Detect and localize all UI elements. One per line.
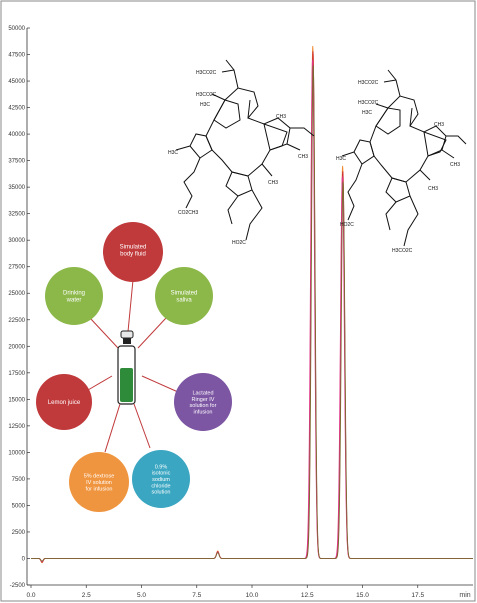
label-right-1: H3CO2C	[358, 80, 379, 86]
y-tick-label: 7500	[12, 477, 26, 483]
label-left-9: HO2C	[232, 240, 246, 246]
label-left-1: H3CO2C	[196, 70, 217, 76]
connector-line	[87, 375, 113, 391]
y-tick-label: 47500	[8, 53, 25, 59]
bubble-label: Simulated saliva	[171, 291, 198, 304]
bubble-label: 5% dextrose IV solution for infusion	[84, 474, 115, 493]
label-left-8: CO2CH3	[178, 210, 199, 216]
x-tick-label: 17.5	[411, 592, 424, 599]
label-right-6: CH3	[450, 162, 460, 168]
bubble-label: 0.9% isotonic sodium chloride solution	[151, 464, 170, 495]
label-left-4: CH3	[276, 114, 286, 120]
label-right-4: CH3	[434, 122, 444, 128]
substituents-right	[341, 69, 467, 247]
bubble-label: Lactated Ringer IV solution for infusion	[190, 391, 217, 416]
y-tick-label: 35000	[8, 185, 25, 191]
y-tick-label: 30000	[8, 238, 25, 244]
ring-d-right	[353, 139, 375, 165]
chromatogram-traces	[31, 46, 473, 564]
y-tick-label: 17500	[8, 371, 25, 377]
label-right-9: H3CO2C	[392, 248, 413, 254]
connector-line	[104, 403, 121, 453]
y-tick-label: 0	[22, 556, 26, 562]
ring-a-right	[375, 107, 401, 135]
y-tick-label: 42500	[8, 106, 25, 112]
ring-d-left	[189, 133, 213, 159]
structure-right: H3CO2C H3CO2C H3C CH3 H3C CH3 CH3 HO2C H…	[336, 69, 467, 254]
y-tick-label: 5000	[12, 503, 26, 509]
x-unit-label: min	[459, 592, 470, 599]
y-tick-label: 2500	[12, 530, 26, 536]
x-tick-label: 15.0	[356, 592, 369, 599]
ring-b-right	[423, 131, 447, 157]
connector-line	[133, 403, 151, 449]
bubble-label: Lemon juice	[48, 400, 81, 406]
bubble-drinking-water: Drinking water	[45, 267, 103, 325]
y-tick-label: 10000	[8, 450, 25, 456]
label-left-7: CH3	[268, 180, 278, 186]
bubble-lemon-juice: Lemon juice	[36, 374, 92, 430]
label-left-3: H3C	[200, 102, 210, 108]
y-tick-label: 45000	[8, 79, 25, 85]
y-tick-label: 32500	[8, 212, 25, 218]
ring-b-left	[263, 123, 288, 151]
y-tick-label: 15000	[8, 397, 25, 403]
series-line	[31, 65, 473, 562]
x-axis: 0.0 2.5 5.0 7.5 10.0 12.5 15.0 17.5	[26, 585, 424, 599]
label-right-5: H3C	[336, 156, 346, 162]
connector-line	[89, 317, 119, 349]
bubble-5-dextrose: 5% dextrose IV solution for infusion	[69, 452, 129, 512]
y-tick-label: 37500	[8, 159, 25, 165]
label-right-2: H3CO2C	[358, 100, 379, 106]
ring-c-left	[225, 171, 253, 197]
bubble-simulated-body-fluid: Simulated body fluid	[103, 222, 163, 282]
y-axis: -2500 0 2500 5000 7500 10000 12500 15000 17500 20…	[8, 26, 30, 589]
y-tick-label: 50000	[8, 26, 25, 32]
y-tick-label: 27500	[8, 265, 25, 271]
label-left-6: CH3	[298, 154, 308, 160]
x-tick-label: 7.5	[192, 592, 201, 599]
x-tick-label: 10.0	[246, 592, 259, 599]
label-right-7: CH3	[428, 186, 438, 192]
y-tick-label: 22500	[8, 318, 25, 324]
x-tick-label: 2.5	[82, 592, 91, 599]
y-tick-label: -2500	[10, 583, 26, 589]
ring-a-left	[213, 99, 241, 129]
y-tick-label: 25000	[8, 291, 25, 297]
bubble-simulated-saliva: Simulated saliva	[155, 267, 213, 325]
label-left-5: H3C	[168, 150, 178, 156]
connector-line	[137, 317, 167, 349]
vial-icon	[117, 330, 136, 405]
x-tick-label: 12.5	[301, 592, 314, 599]
bubble-label: Drinking water	[63, 291, 85, 304]
solvent-diagram: Simulated body fluid Drinking water Simula…	[36, 222, 232, 512]
bubble-sodium-chloride: 0.9% isotonic sodium chloride solution	[132, 450, 190, 508]
x-tick-label: 5.0	[137, 592, 146, 599]
structure-left: H3CO2C H3CO2C H3C CH3 H3C CH3 CH3 CO2CH3…	[168, 59, 315, 246]
bubble-lactated-ringer: Lactated Ringer IV solution for infusion	[174, 373, 232, 431]
bubble-label: Simulated body fluid	[120, 245, 147, 258]
y-tick-label: 12500	[8, 424, 25, 430]
y-tick-label: 40000	[8, 132, 25, 138]
substituents-left	[175, 59, 315, 241]
y-tick-label: 20000	[8, 344, 25, 350]
x-tick-label: 0.0	[26, 592, 35, 599]
label-right-3: H3C	[362, 110, 372, 116]
connector-line	[141, 375, 179, 393]
label-right-8: HO2C	[340, 222, 354, 228]
label-left-2: H3CO2C	[196, 92, 217, 98]
ring-c-right	[385, 177, 411, 203]
